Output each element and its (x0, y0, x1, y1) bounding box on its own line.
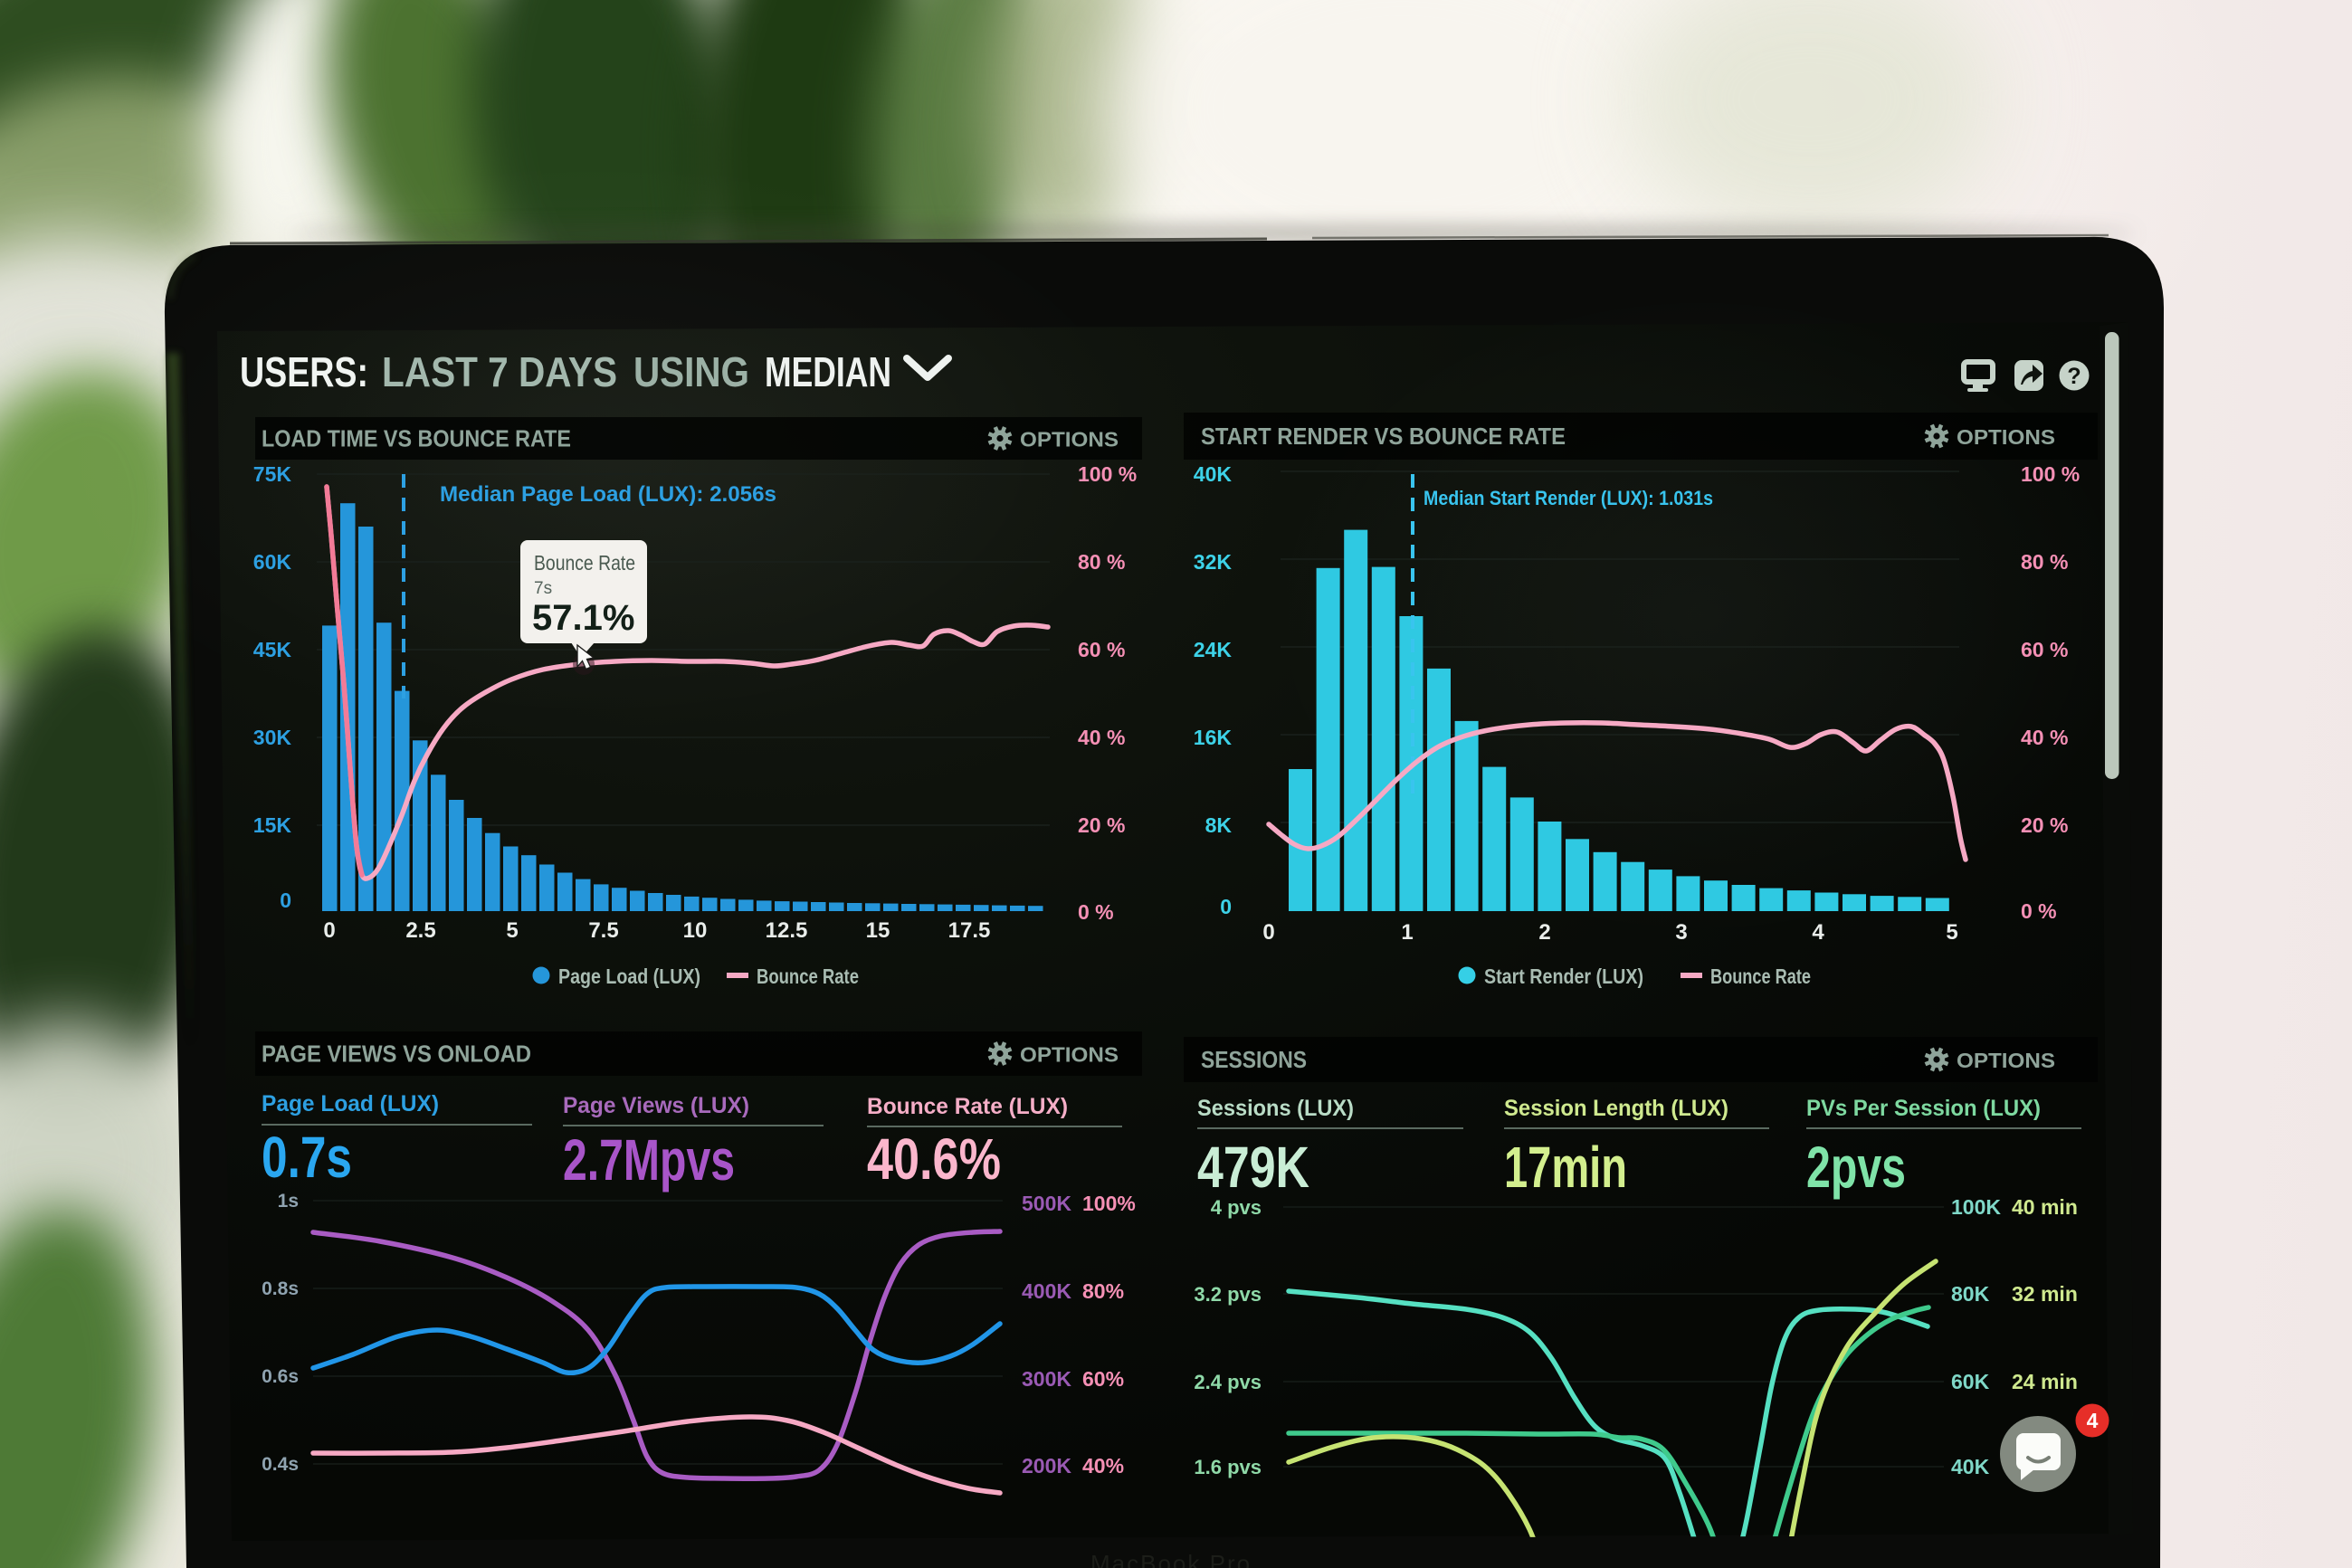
svg-text:75K: 75K (253, 462, 292, 486)
svg-text:Page Load (LUX): Page Load (LUX) (262, 1091, 439, 1117)
svg-text:1: 1 (1401, 920, 1413, 945)
svg-text:2: 2 (1538, 920, 1550, 945)
svg-text:100%: 100% (1082, 1192, 1136, 1215)
svg-text:12.5: 12.5 (766, 918, 808, 943)
svg-text:USERS:: USERS: (240, 348, 368, 395)
svg-text:0.4s: 0.4s (262, 1454, 299, 1475)
svg-text:0.7s: 0.7s (262, 1125, 352, 1190)
svg-text:8K: 8K (1205, 813, 1233, 837)
svg-text:16K: 16K (1194, 726, 1233, 749)
svg-text:0: 0 (1220, 895, 1232, 918)
svg-text:PVs Per Session (LUX): PVs Per Session (LUX) (1806, 1096, 2041, 1121)
svg-text:24 min: 24 min (2012, 1370, 2078, 1393)
svg-text:OPTIONS: OPTIONS (1020, 428, 1119, 451)
svg-text:300K: 300K (1022, 1367, 1071, 1391)
svg-text:40 min: 40 min (2012, 1195, 2078, 1219)
svg-text:20 %: 20 % (1078, 813, 1125, 837)
svg-text:60 %: 60 % (1078, 638, 1125, 661)
svg-text:100 %: 100 % (1078, 462, 1137, 486)
svg-text:40 %: 40 % (2021, 726, 2068, 749)
svg-text:100 %: 100 % (2021, 462, 2080, 486)
svg-text:START RENDER VS BOUNCE RATE: START RENDER VS BOUNCE RATE (1201, 423, 1566, 450)
svg-text:3: 3 (1675, 920, 1687, 945)
svg-text:15K: 15K (253, 813, 292, 837)
svg-text:200K: 200K (1022, 1454, 1071, 1478)
svg-text:60K: 60K (1951, 1370, 1990, 1393)
svg-text:7.5: 7.5 (588, 918, 618, 943)
svg-text:PAGE VIEWS VS ONLOAD: PAGE VIEWS VS ONLOAD (262, 1041, 531, 1068)
svg-text:Bounce Rate (LUX): Bounce Rate (LUX) (867, 1094, 1068, 1119)
svg-text:OPTIONS: OPTIONS (1957, 1049, 2055, 1072)
svg-text:30K: 30K (253, 726, 292, 749)
svg-text:5: 5 (1946, 920, 1957, 945)
svg-text:Page Load (LUX): Page Load (LUX) (558, 965, 700, 988)
svg-text:24K: 24K (1194, 638, 1233, 661)
svg-text:3.2 pvs: 3.2 pvs (1194, 1283, 1262, 1306)
svg-text:?: ? (2067, 364, 2081, 389)
svg-text:Bounce Rate: Bounce Rate (534, 551, 635, 575)
svg-text:LOAD TIME VS BOUNCE RATE: LOAD TIME VS BOUNCE RATE (262, 425, 571, 452)
svg-text:7s: 7s (534, 579, 552, 598)
svg-text:2.5: 2.5 (405, 918, 435, 943)
svg-text:80 %: 80 % (2021, 550, 2068, 574)
svg-text:15: 15 (866, 918, 890, 943)
svg-text:40.6%: 40.6% (867, 1126, 1001, 1192)
svg-text:OPTIONS: OPTIONS (1957, 425, 2055, 449)
svg-text:60%: 60% (1082, 1367, 1124, 1391)
svg-text:0.8s: 0.8s (262, 1278, 299, 1299)
svg-text:0 %: 0 % (2021, 899, 2057, 923)
svg-text:0: 0 (323, 918, 335, 943)
svg-text:32K: 32K (1194, 550, 1233, 574)
svg-text:2pvs: 2pvs (1806, 1135, 1906, 1200)
svg-text:0: 0 (1262, 920, 1274, 945)
svg-text:500K: 500K (1022, 1192, 1071, 1215)
svg-text:Median Start Render (LUX): 1.0: Median Start Render (LUX): 1.031s (1424, 487, 1713, 509)
svg-text:4: 4 (2087, 1409, 2099, 1432)
svg-text:4: 4 (1812, 920, 1824, 945)
svg-text:USING: USING (633, 348, 749, 395)
svg-text:40K: 40K (1194, 462, 1233, 486)
svg-text:OPTIONS: OPTIONS (1020, 1043, 1119, 1067)
svg-text:SESSIONS: SESSIONS (1201, 1046, 1307, 1073)
svg-text:60K: 60K (253, 550, 292, 574)
svg-text:10: 10 (683, 918, 708, 943)
svg-text:40K: 40K (1951, 1455, 1990, 1478)
svg-text:4 pvs: 4 pvs (1211, 1196, 1262, 1219)
svg-text:40%: 40% (1082, 1454, 1124, 1478)
svg-text:0: 0 (280, 889, 291, 912)
svg-text:Sessions (LUX): Sessions (LUX) (1197, 1096, 1354, 1121)
svg-text:MacBook Pro: MacBook Pro (1090, 1550, 1252, 1568)
svg-text:Page Views (LUX): Page Views (LUX) (563, 1093, 749, 1118)
svg-text:Start Render (LUX): Start Render (LUX) (1484, 965, 1643, 988)
svg-text:45K: 45K (253, 638, 292, 661)
svg-text:80K: 80K (1951, 1282, 1990, 1306)
svg-text:40 %: 40 % (1078, 726, 1125, 749)
svg-text:0.6s: 0.6s (262, 1366, 299, 1387)
svg-text:57.1%: 57.1% (532, 598, 634, 638)
svg-text:479K: 479K (1197, 1135, 1309, 1200)
svg-text:Median Page Load (LUX): 2.056s: Median Page Load (LUX): 2.056s (440, 482, 776, 507)
svg-text:20 %: 20 % (2021, 813, 2068, 837)
svg-text:80 %: 80 % (1078, 550, 1125, 574)
svg-text:Bounce Rate: Bounce Rate (1710, 965, 1811, 988)
svg-text:MEDIAN: MEDIAN (765, 348, 891, 395)
svg-text:2.4 pvs: 2.4 pvs (1194, 1371, 1262, 1393)
svg-text:5: 5 (506, 918, 518, 943)
svg-text:32 min: 32 min (2012, 1282, 2078, 1306)
svg-text:LAST 7 DAYS: LAST 7 DAYS (382, 348, 617, 395)
svg-text:Session Length (LUX): Session Length (LUX) (1504, 1096, 1728, 1121)
svg-text:0 %: 0 % (1078, 900, 1114, 924)
svg-text:400K: 400K (1022, 1279, 1071, 1303)
svg-text:80%: 80% (1082, 1279, 1124, 1303)
svg-text:100K: 100K (1951, 1195, 2001, 1219)
svg-text:60 %: 60 % (2021, 638, 2068, 661)
svg-text:1s: 1s (278, 1191, 299, 1212)
svg-text:17.5: 17.5 (948, 918, 991, 943)
svg-text:17min: 17min (1504, 1135, 1627, 1200)
svg-text:1.6 pvs: 1.6 pvs (1194, 1456, 1262, 1478)
svg-text:2.7Mpvs: 2.7Mpvs (563, 1127, 735, 1193)
svg-text:Bounce Rate: Bounce Rate (757, 965, 859, 988)
